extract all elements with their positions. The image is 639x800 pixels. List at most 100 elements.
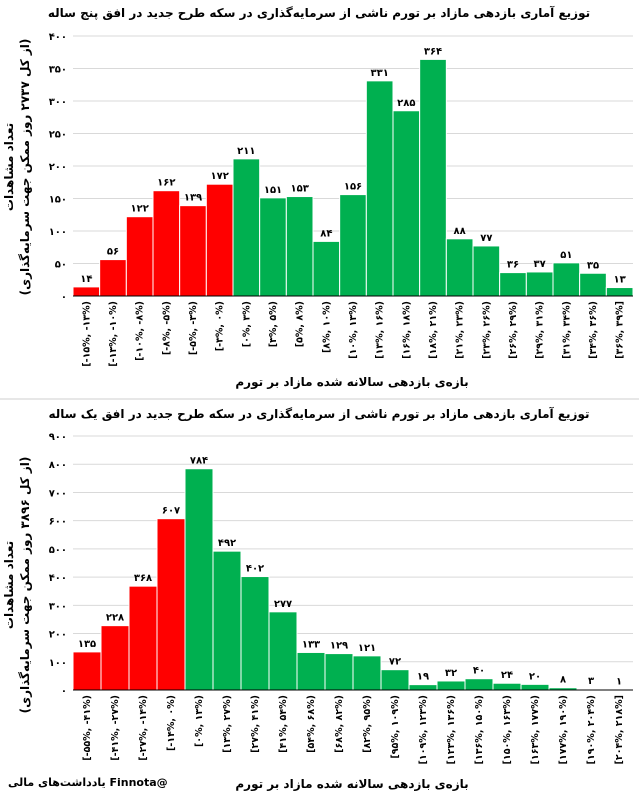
data-label: ۴۹۲ [218,538,236,549]
category-label: [-۱۴%, ۰%) [166,695,177,751]
data-label: ۲۴ [501,670,513,681]
y-tick-label: ۶۰۰ [49,517,67,528]
chart-title: توزیع آماری بازدهی مازاد بر تورم ناشی از… [48,5,590,21]
category-label: [۱۵۰%, ۱۶۳%) [502,695,513,764]
y-tick-label: ۰ [61,686,67,697]
category-labels: [-۱۵%, -۱۳%) [-۱۳%, -۱۰%) [-۱۰%, -۸%) [-۸%,… [81,301,625,367]
bar [365,80,394,297]
y-tick-label: ۳۰۰ [49,601,67,612]
y-tick-label: ۰ [61,292,67,303]
y-axis-ticks: ۰ ۵۰ ۱۰۰ ۱۵۰ ۲۰۰ ۲۵۰ ۳۰۰ ۳۵۰ ۴۰۰ [49,32,67,303]
category-label: [۲۰۴%, ۲۱۸%] [614,695,625,764]
category-label: [۱۳۶%, ۱۵۰%) [474,695,485,764]
data-label: ۱۷۲ [211,171,229,182]
bar [128,585,158,691]
y-tick-label: ۳۵۰ [49,65,67,76]
bar [156,518,186,691]
category-label: [۱۰۹%, ۱۲۳%) [418,695,429,764]
bar [232,158,261,297]
bar [179,205,207,297]
category-label: [۵۴%, ۶۸%) [306,695,317,753]
bar [324,653,354,691]
category-label: [۳۴%, ۳۶%) [588,301,599,359]
category-label: [-۱۳%, -۱۰%) [108,301,119,367]
x-axis-label: بازه‌ی بازدهی سالانه شده مازاد بر تورم [235,375,468,390]
data-label: ۷۲ [389,657,401,668]
y-tick-label: ۳۰۰ [49,97,67,108]
y-tick-label: ۹۰۰ [49,432,67,443]
bar [152,190,181,297]
data-label: ۳۲ [445,668,457,679]
y-tick-label: ۲۰۰ [49,630,67,641]
data-label: ۵۶ [107,247,119,258]
bar [552,262,581,297]
bar [525,271,554,297]
bar [125,216,154,297]
chart-five-year: توزیع آماری بازدهی مازاد بر تورم ناشی از… [2,5,634,390]
data-label: ۱۳۹ [184,193,202,204]
data-label: ۱۳۵ [78,639,96,650]
data-label: ۸ [560,675,566,686]
bar [499,272,527,297]
bar [408,684,438,691]
y-tick-label: ۲۰۰ [49,162,67,173]
category-label: [۸%, ۱۰%) [321,301,332,353]
bar [352,655,382,691]
data-label: ۳۶ [507,260,519,271]
data-label: ۸۸ [454,226,466,237]
bar [72,286,101,297]
category-label: [-۴۱%, -۲۷%) [110,695,121,761]
data-label: ۱۹ [417,672,429,683]
data-label: ۳۳۱ [371,68,389,79]
data-label: ۱۲۲ [131,204,149,215]
category-label: [-۱۰%, -۸%) [135,301,146,361]
data-label: ۲۱۱ [237,146,255,157]
category-label: [-۲۷%, -۱۴%) [138,695,149,761]
bar [472,245,501,297]
chart-title: توزیع آماری بازدهی مازاد بر تورم ناشی از… [49,406,590,422]
category-label: [۸۲%, ۹۵%) [362,695,373,753]
category-label: [۳%, ۵%) [268,301,279,347]
data-label: ۷۷ [480,233,492,244]
y-axis-sublabel: (از کل ۲۷۳۷ روز ممکن جهت سرمایه‌گذاری) [18,39,33,296]
data-label: ۱۲۱ [358,643,376,654]
bar [259,197,287,297]
category-label: [۲۹%, ۳۱%) [535,301,546,359]
y-axis-label: تعداد مشاهدات [2,123,16,211]
y-axis-label: تعداد مشاهدات [2,541,16,629]
data-label: ۴۰۲ [246,564,264,575]
data-label: ۳۶۴ [424,46,442,57]
data-label: ۱۴ [80,274,92,285]
category-label: [۱۳%, ۲۷%) [222,695,233,753]
bar [184,468,214,691]
bar [464,678,494,691]
y-tick-label: ۵۰ [55,260,67,271]
data-label: ۳۷ [534,259,546,270]
category-label: [۱۶۳%, ۱۷۷%) [530,695,541,764]
data-label: ۱۳ [614,275,626,286]
bar [100,625,130,691]
bar [72,651,102,691]
category-label: [۲۷%, ۴۱%) [250,695,261,753]
data-label: ۲۰ [529,671,541,682]
category-label: [۱۰%, ۱۳%) [348,301,359,359]
data-label: ۳ [588,676,594,687]
data-label: ۲۷۷ [274,599,292,610]
data-label: ۱۵۱ [264,185,282,196]
category-label: [-۸%, -۵%) [161,301,172,355]
bar [99,259,127,297]
bars [72,58,634,297]
bar [392,110,421,297]
bar [579,272,607,297]
chart-one-year: توزیع آماری بازدهی مازاد بر تورم ناشی از… [2,406,634,792]
bar [312,240,341,297]
category-label: [۳۱%, ۳۴%) [561,301,572,359]
category-label: [۲۳%, ۲۶%) [481,301,492,359]
category-labels: [-۵۵%, -۴۱%) [-۴۱%, -۲۷%) [-۲۷%, -۱۴%) [-۱۴… [82,695,625,764]
data-label: ۱ [616,677,622,688]
bar [436,680,466,691]
data-label: ۱۲۹ [330,641,348,652]
category-label: [۰%, ۳%) [241,301,252,347]
